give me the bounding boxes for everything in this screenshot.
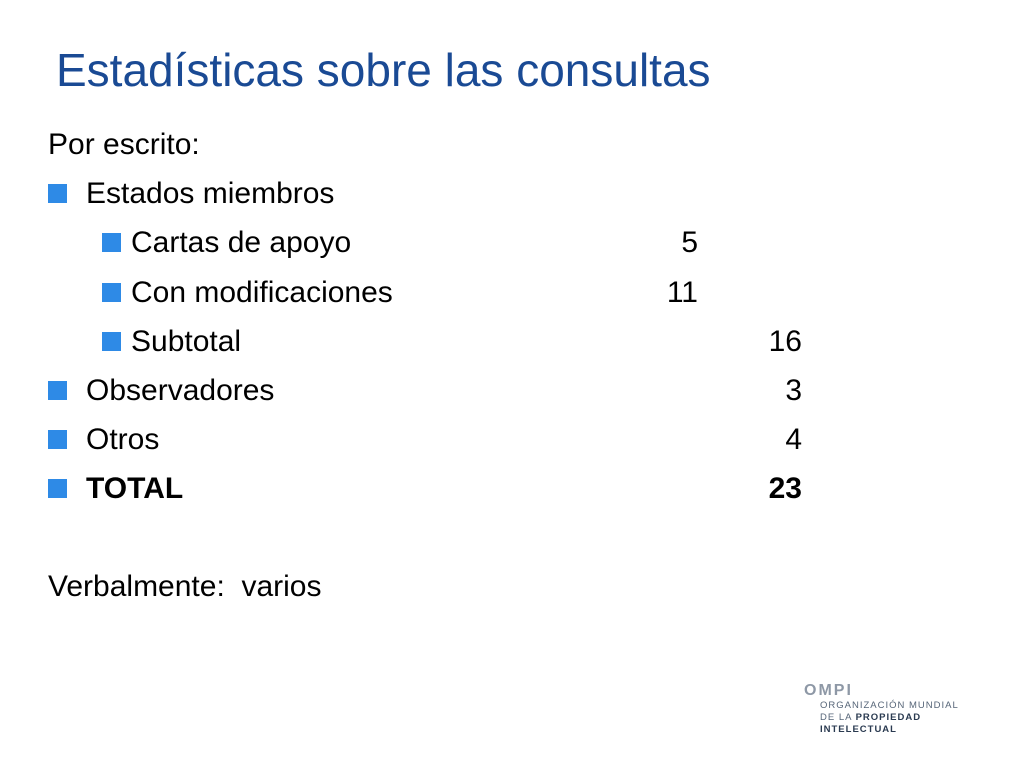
square-bullet-icon (102, 283, 121, 302)
others-value: 4 (785, 423, 802, 456)
observers-label: Observadores (86, 374, 275, 407)
square-bullet-icon (102, 233, 121, 252)
with-modifications-value: 11 (666, 276, 698, 309)
square-bullet-icon (102, 332, 121, 351)
subtotal-label: Subtotal (131, 325, 242, 358)
logo-line-2-bold: PROPIEDAD (855, 712, 922, 723)
member-states-label: Estados miembros (86, 177, 335, 210)
square-bullet-icon (48, 430, 67, 449)
verbal-note: Verbalmente: varios (48, 570, 322, 603)
slide-title: Estadísticas sobre las consultas (56, 44, 711, 96)
others-label: Otros (86, 423, 160, 456)
logo-acronym: OMPI (804, 682, 853, 699)
logo-line-2: DE LA PROPIEDAD (804, 712, 984, 724)
logo-line-3: INTELECTUAL (820, 724, 897, 735)
ompi-logo: OMPI ORGANIZACIÓN MUNDIAL DE LA PROPIEDA… (804, 682, 984, 736)
support-letters-value: 5 (681, 226, 698, 259)
support-letters-label: Cartas de apoyo (131, 226, 352, 259)
subtotal-value: 16 (768, 325, 802, 358)
square-bullet-icon (48, 184, 67, 203)
with-modifications-label: Con modificaciones (131, 276, 393, 309)
logo-line-1: ORGANIZACIÓN MUNDIAL (820, 700, 959, 711)
square-bullet-icon (48, 381, 67, 400)
square-bullet-icon (48, 479, 67, 498)
total-value: 23 (768, 472, 802, 505)
observers-value: 3 (785, 374, 802, 407)
logo-line-2-prefix: DE LA (820, 712, 856, 723)
written-label: Por escrito: (48, 128, 200, 161)
total-label: TOTAL (86, 472, 184, 505)
